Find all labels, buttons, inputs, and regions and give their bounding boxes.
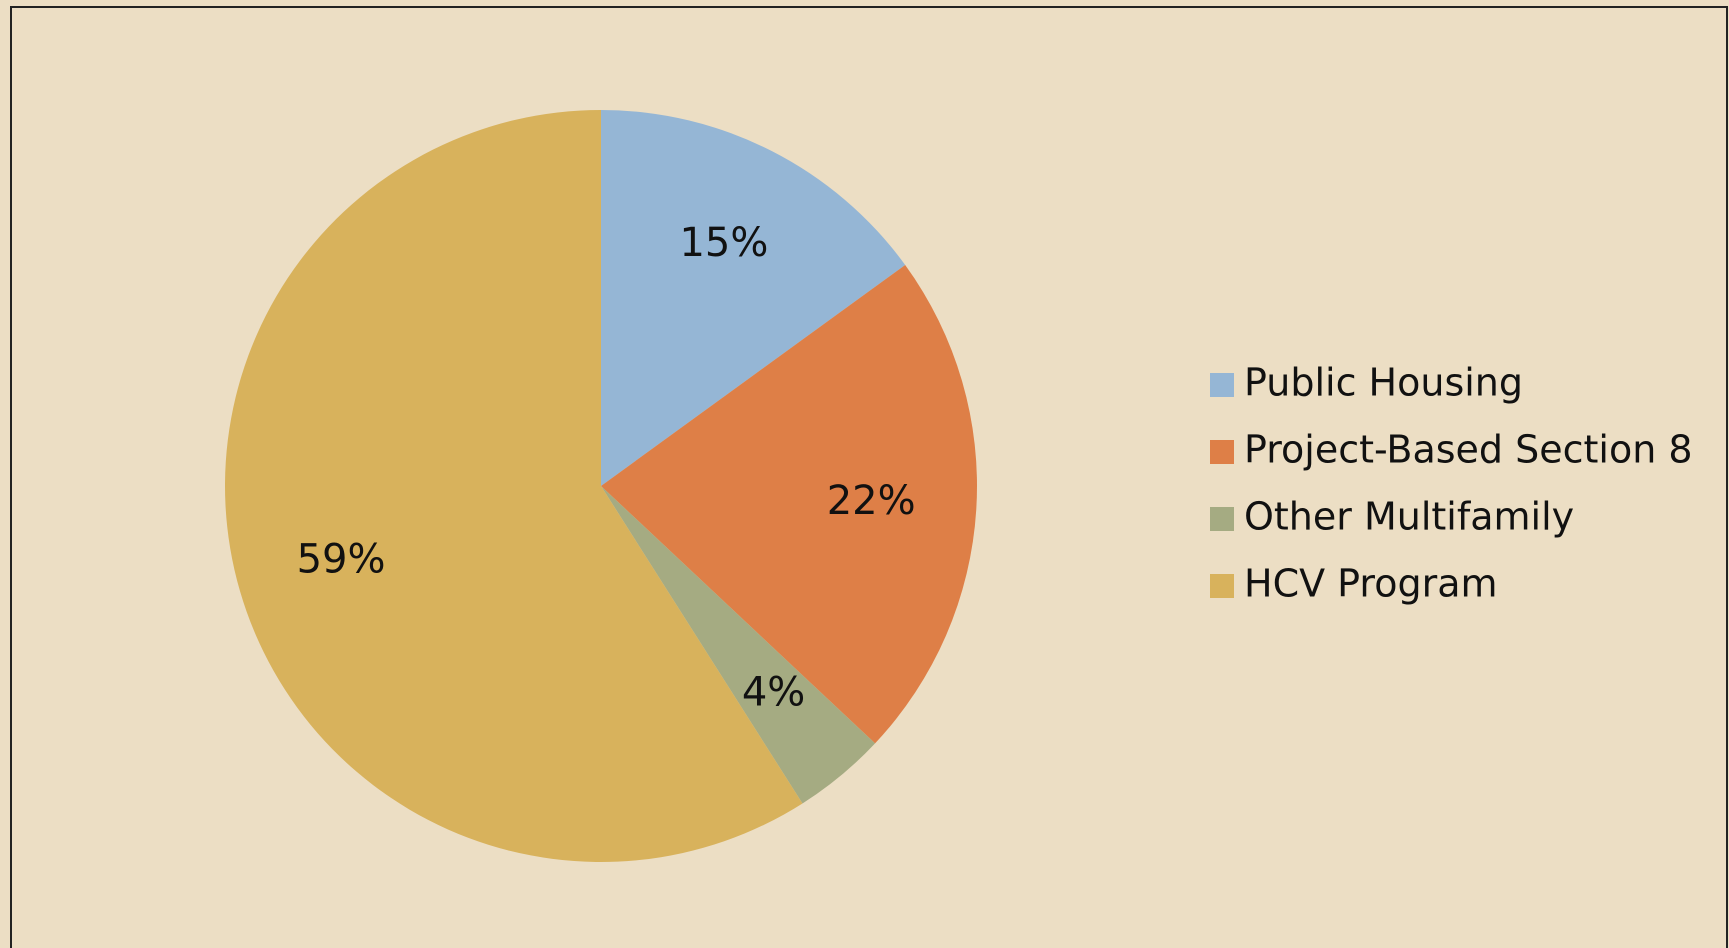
legend-swatch xyxy=(1210,574,1234,598)
pie-slice xyxy=(601,110,906,486)
legend-label: Other Multifamily xyxy=(1244,495,1574,539)
pie-slice xyxy=(601,264,977,744)
data-label: 59% xyxy=(297,537,386,583)
data-label: 15% xyxy=(679,220,768,266)
legend-label: Public Housing xyxy=(1244,361,1523,405)
legend-swatch xyxy=(1210,440,1234,464)
data-label: 22% xyxy=(827,478,916,524)
legend-label: Project-Based Section 8 xyxy=(1244,428,1693,472)
pie-slice xyxy=(601,486,876,804)
legend-label: HCV Program xyxy=(1244,562,1498,606)
data-label: 4% xyxy=(742,670,805,716)
legend-swatch xyxy=(1210,507,1234,531)
legend-swatch xyxy=(1210,373,1234,397)
pie-slice xyxy=(225,110,803,862)
